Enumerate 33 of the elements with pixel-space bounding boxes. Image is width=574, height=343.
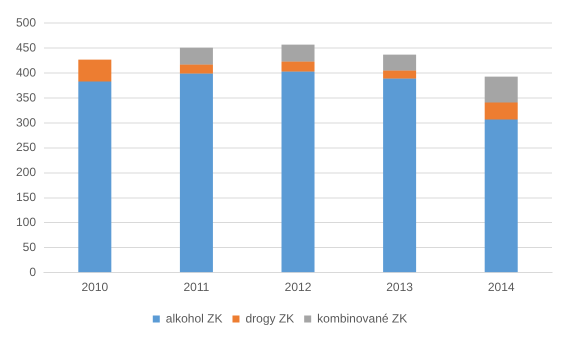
y-tick-label: 0 <box>29 264 36 279</box>
bar <box>484 102 518 120</box>
legend-label: drogy ZK <box>245 311 294 326</box>
x-tick-label: 2011 <box>184 280 210 294</box>
x-tick-label: 2014 <box>488 280 515 294</box>
x-tick-label: 2012 <box>284 280 312 294</box>
bar <box>282 72 315 272</box>
bar <box>282 44 315 62</box>
legend-label: alkohol ZK <box>166 311 222 326</box>
y-tick-label: 200 <box>16 165 36 180</box>
bar <box>78 82 112 272</box>
y-tick-label: 500 <box>16 16 36 30</box>
bar <box>484 76 518 103</box>
y-tick-label: 350 <box>16 90 36 104</box>
x-tick-label: 2010 <box>81 280 108 294</box>
bar <box>78 60 112 82</box>
y-tick-label: 300 <box>16 115 36 130</box>
bar <box>282 62 315 72</box>
bar <box>180 74 213 272</box>
bar <box>484 119 518 272</box>
bar <box>383 70 416 79</box>
y-tick-label: 250 <box>16 140 36 154</box>
y-tick-label: 450 <box>16 40 36 54</box>
bar <box>180 48 213 65</box>
y-tick-label: 100 <box>16 215 36 230</box>
legend-label: kombinované ZK <box>317 311 408 326</box>
y-tick-label: 50 <box>22 240 36 254</box>
bar <box>383 78 416 272</box>
bar <box>383 54 416 71</box>
x-tick-label: 2013 <box>386 280 414 294</box>
y-tick-label: 150 <box>16 190 36 204</box>
bar <box>180 64 213 74</box>
y-tick-label: 400 <box>16 65 36 80</box>
